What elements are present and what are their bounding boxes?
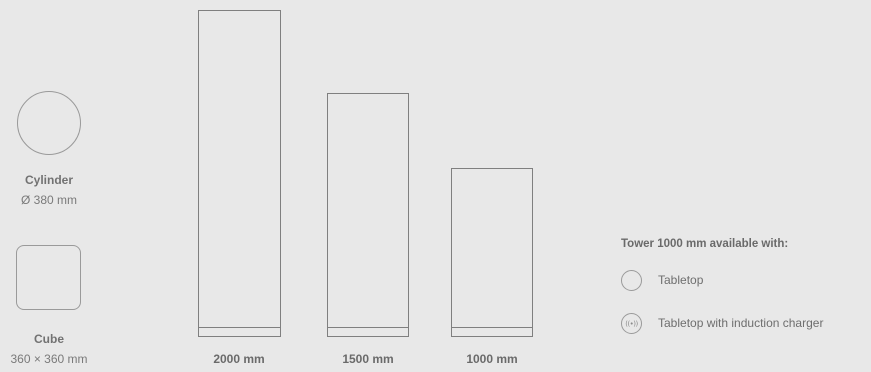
wireless-charging-icon: ((•)) xyxy=(621,313,642,334)
tower-2000-label: 2000 mm xyxy=(213,352,265,366)
tower-1500-label: 1500 mm xyxy=(342,352,394,366)
cube-dimension: 360 × 360 mm xyxy=(10,352,88,366)
availability-heading: Tower 1000 mm available with: xyxy=(621,238,789,250)
option-induction-label: Tabletop with induction charger xyxy=(658,316,824,330)
tower-2000-base xyxy=(198,327,281,337)
cube-shape-icon xyxy=(16,245,81,310)
cylinder-shape-icon xyxy=(17,91,81,155)
empty-circle-icon xyxy=(621,270,642,291)
option-tabletop-label: Tabletop xyxy=(658,273,704,287)
cylinder-title: Cylinder xyxy=(24,173,73,187)
tower-1000-base xyxy=(451,327,533,337)
cube-title: Cube xyxy=(34,332,64,346)
tower-1500-body xyxy=(327,93,409,328)
tower-1000-body xyxy=(451,168,533,328)
tower-1000-label: 1000 mm xyxy=(466,352,518,366)
cylinder-dimension: Ø 380 mm xyxy=(20,193,77,207)
tower-2000-body xyxy=(198,10,281,328)
tower-1500-base xyxy=(327,327,409,337)
